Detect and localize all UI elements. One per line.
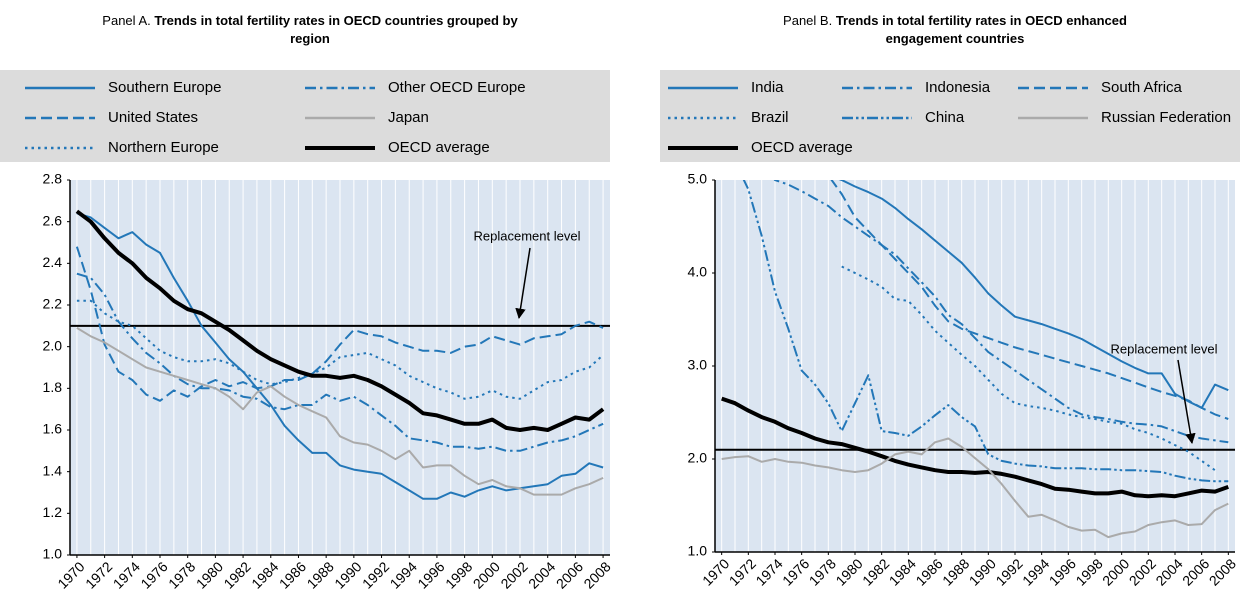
- series-line: [75, 246, 604, 402]
- annotation-arrow: [1177, 359, 1196, 445]
- x-tick-label: 2006: [1179, 555, 1212, 588]
- legend-label: Brazil: [751, 109, 789, 126]
- x-tick-label: 2000: [1099, 555, 1132, 588]
- legend-label: India: [751, 79, 784, 96]
- x-tick-label: 1972: [82, 558, 115, 591]
- x-tick-label: 1984: [248, 558, 281, 591]
- series-line: [75, 209, 605, 432]
- y-tick-label: 2.6: [43, 212, 63, 228]
- series-line: [838, 180, 1229, 409]
- x-tick-label: 1998: [1072, 555, 1105, 588]
- series-line: [830, 180, 1229, 420]
- x-tick-label: 1974: [752, 555, 785, 588]
- x-tick-label: 1980: [193, 558, 226, 591]
- x-tick-label: 1996: [414, 558, 447, 591]
- legend-label: Indonesia: [925, 79, 991, 96]
- x-tick-label: 1972: [726, 555, 759, 588]
- legend-label: South Africa: [1101, 79, 1183, 96]
- x-tick-label: 2002: [1126, 555, 1159, 588]
- series-line: [76, 212, 604, 500]
- x-tick-label: 1980: [832, 555, 865, 588]
- y-tick-label: 2.0: [688, 450, 708, 466]
- y-tick-label: 1.8: [43, 379, 63, 395]
- panel-b-title: Panel B. Trends in total fertility rates…: [755, 12, 1155, 48]
- panel-label: Panel A.: [102, 13, 151, 28]
- x-tick-label: 1988: [939, 555, 972, 588]
- x-tick-label: 2006: [553, 558, 586, 591]
- legend-label: OECD average: [388, 139, 490, 156]
- chart-title: Trends in total fertility rates in OECD …: [154, 13, 518, 46]
- x-tick-label: 1976: [779, 555, 812, 588]
- legend-box: [660, 70, 1240, 162]
- x-tick-label: 1982: [859, 555, 892, 588]
- x-tick-label: 1988: [304, 558, 337, 591]
- annotation: Replacement level: [1111, 341, 1218, 356]
- x-tick-label: 1974: [110, 558, 143, 591]
- x-tick-label: 2002: [497, 558, 530, 591]
- legend-label: OECD average: [751, 139, 853, 156]
- x-tick-label: 2004: [1152, 555, 1185, 588]
- x-tick-label: 2008: [1206, 555, 1239, 588]
- y-tick-label: 2.4: [43, 254, 63, 270]
- legend-label: Northern Europe: [108, 139, 219, 156]
- y-tick-label: 2.8: [43, 171, 63, 187]
- series-line: [76, 299, 604, 400]
- y-tick-label: 1.4: [43, 462, 63, 478]
- y-tick-label: 3.0: [688, 357, 708, 373]
- y-tick-label: 2.2: [43, 296, 63, 312]
- x-tick-label: 1990: [966, 555, 999, 588]
- x-tick-label: 1996: [1046, 555, 1079, 588]
- y-tick-label: 1.2: [43, 504, 63, 520]
- x-tick-label: 1978: [806, 555, 839, 588]
- x-tick-label: 1982: [220, 558, 253, 591]
- x-tick-label: 1998: [442, 558, 475, 591]
- x-tick-label: 1978: [165, 558, 198, 591]
- y-tick-label: 1.0: [43, 546, 63, 562]
- y-tick-label: 4.0: [688, 264, 708, 280]
- x-tick-label: 2004: [525, 558, 558, 591]
- x-tick-label: 1994: [1019, 555, 1052, 588]
- series-line: [721, 396, 1229, 499]
- y-tick-label: 1.0: [688, 543, 708, 559]
- x-tick-label: 1994: [387, 558, 420, 591]
- legend-label: Southern Europe: [108, 79, 221, 96]
- series-line: [742, 180, 1229, 483]
- x-tick-label: 1992: [992, 555, 1025, 588]
- y-tick-label: 1.6: [43, 421, 63, 437]
- series-line: [76, 272, 604, 452]
- series-line: [76, 327, 604, 496]
- x-tick-label: 1986: [276, 558, 309, 591]
- x-tick-label: 1970: [54, 558, 87, 591]
- x-tick-label: 2000: [470, 558, 503, 591]
- panel-a-title: Panel A. Trends in total fertility rates…: [90, 12, 530, 48]
- x-tick-label: 1984: [886, 555, 919, 588]
- series-line: [773, 180, 1229, 444]
- y-tick-label: 5.0: [688, 171, 708, 187]
- x-tick-label: 1992: [359, 558, 392, 591]
- legend-label: China: [925, 109, 965, 126]
- chart-title: Trends in total fertility rates in OECD …: [835, 13, 1127, 46]
- panel-label: Panel B.: [783, 13, 833, 28]
- x-tick-label: 1970: [699, 555, 732, 588]
- annotation: Replacement level: [474, 228, 581, 243]
- y-tick-label: 2.0: [43, 337, 63, 353]
- series-line: [841, 265, 1216, 472]
- x-tick-label: 1990: [331, 558, 364, 591]
- x-tick-label: 1976: [137, 558, 170, 591]
- series-line: [721, 437, 1229, 539]
- legend-label: Japan: [388, 109, 429, 126]
- legend-label: Russian Federation: [1101, 109, 1231, 126]
- legend-label: United States: [108, 109, 198, 126]
- annotation-arrow: [515, 247, 531, 320]
- legend-label: Other OECD Europe: [388, 79, 526, 96]
- x-tick-label: 2008: [580, 558, 613, 591]
- x-tick-label: 1986: [912, 555, 945, 588]
